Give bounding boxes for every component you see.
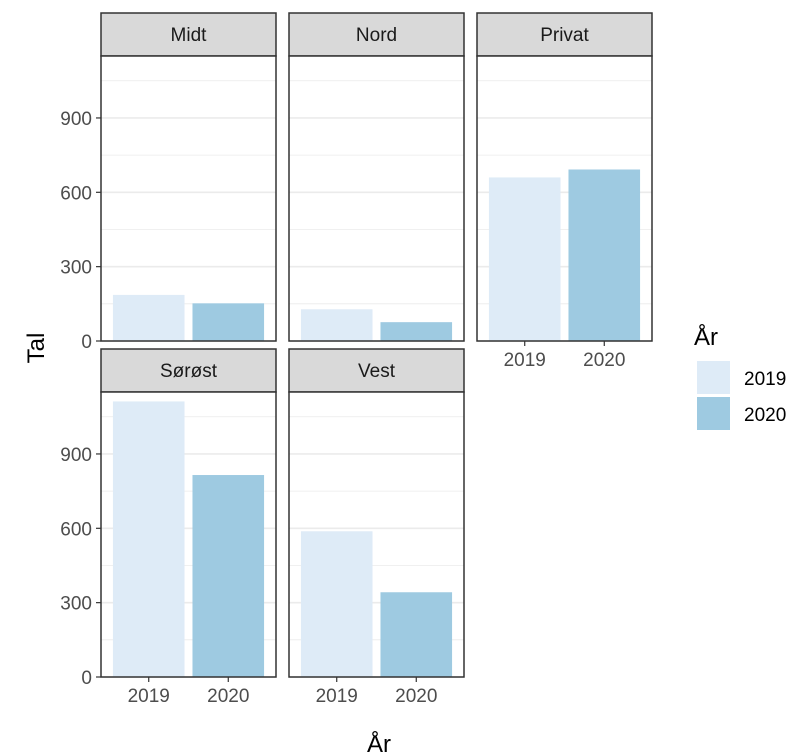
bar-privat-2020 <box>568 169 641 341</box>
x-tick-label: 2020 <box>207 686 249 707</box>
bar-sorost-2019 <box>112 401 185 677</box>
bar-sorost-2020 <box>192 475 265 677</box>
bar-midt-2019 <box>112 294 185 341</box>
y-tick-label: 900 <box>60 445 92 466</box>
legend-key-2019 <box>697 361 730 394</box>
facet-panels: Midt 0 300 600 900 Nord Privat 2019 2020 Sørøst 0 3… <box>60 12 653 707</box>
y-tick-label: 600 <box>60 183 92 204</box>
panel-border <box>288 391 465 678</box>
y-axis-title: Tal <box>23 333 50 364</box>
strip-label: Vest <box>358 361 396 382</box>
bar-nord-2020 <box>380 322 453 341</box>
panel-sorost: Sørøst 0 300 600 900 2019 2020 <box>60 348 277 707</box>
panel-border <box>476 55 653 342</box>
strip-label: Privat <box>540 25 589 46</box>
strip-label: Midt <box>171 25 208 46</box>
y-tick-label: 900 <box>60 109 92 130</box>
bar-privat-2019 <box>488 177 561 341</box>
panel-border <box>100 391 277 678</box>
y-tick-label: 300 <box>60 258 92 279</box>
x-axis-title: År <box>367 730 391 756</box>
panel-privat: Privat 2019 2020 <box>476 12 653 371</box>
bar-nord-2019 <box>300 309 373 341</box>
legend-label: 2019 <box>744 369 786 390</box>
y-tick-label: 600 <box>60 519 92 540</box>
strip-midt <box>100 12 277 57</box>
legend: År 2019 2020 <box>694 323 786 430</box>
strip-sorost <box>100 348 277 393</box>
y-tick-label: 0 <box>81 668 92 689</box>
panel-border <box>100 55 277 342</box>
y-tick-label: 300 <box>60 594 92 615</box>
bar-vest-2020 <box>380 592 453 677</box>
y-tick-label: 0 <box>81 332 92 353</box>
bar-midt-2020 <box>192 303 265 341</box>
legend-title: År <box>694 323 718 351</box>
legend-key-2020 <box>697 397 730 430</box>
x-tick-label: 2019 <box>128 686 170 707</box>
panel-vest: Vest 2019 2020 <box>288 348 465 707</box>
plot-background <box>289 56 464 341</box>
x-tick-label: 2020 <box>395 686 437 707</box>
x-tick-label: 2019 <box>316 686 358 707</box>
panel-nord: Nord <box>288 12 465 342</box>
panel-border <box>288 55 465 342</box>
plot-background <box>101 56 276 341</box>
strip-vest <box>288 348 465 393</box>
strip-label: Sørøst <box>160 361 218 382</box>
legend-label: 2020 <box>744 405 786 426</box>
strip-label: Nord <box>356 25 397 46</box>
x-tick-label: 2019 <box>504 350 546 371</box>
x-tick-label: 2020 <box>583 350 625 371</box>
bar-vest-2019 <box>300 531 373 677</box>
panel-midt: Midt 0 300 600 900 <box>60 12 277 353</box>
strip-privat <box>476 12 653 57</box>
